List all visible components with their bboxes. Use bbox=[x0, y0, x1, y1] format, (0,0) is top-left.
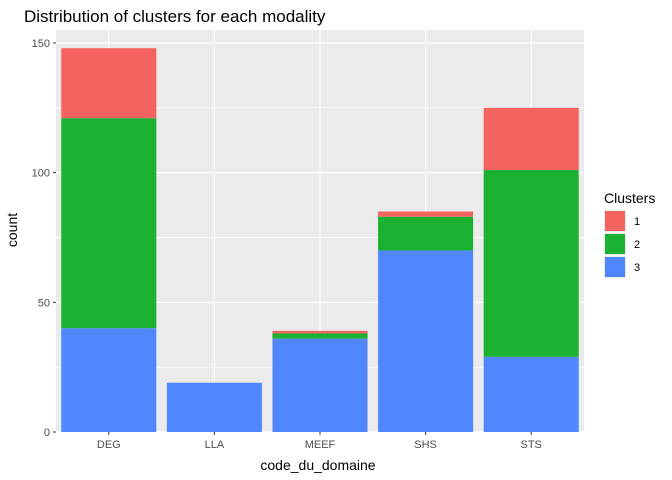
legend-label-2: 2 bbox=[634, 239, 640, 251]
x-tick-label: DEG bbox=[97, 439, 121, 451]
bar-deg-cluster-3 bbox=[61, 328, 157, 432]
legend-swatch-1 bbox=[605, 211, 625, 231]
legend-swatch-3 bbox=[605, 257, 625, 277]
bar-sts-cluster-2 bbox=[483, 170, 579, 357]
bar-shs-cluster-3 bbox=[378, 250, 474, 432]
bar-meef-cluster-1 bbox=[272, 330, 368, 334]
chart-title: Distribution of clusters for each modali… bbox=[24, 7, 326, 26]
legend-label-1: 1 bbox=[634, 216, 640, 228]
bar-deg-cluster-2 bbox=[61, 118, 157, 329]
bar-shs-cluster-1 bbox=[378, 211, 474, 217]
y-tick-label: 50 bbox=[38, 297, 50, 309]
legend-label-3: 3 bbox=[634, 262, 640, 274]
legend: Clusters 1 2 3 bbox=[604, 190, 655, 278]
legend-title: Clusters bbox=[604, 190, 655, 206]
x-tick-label: LLA bbox=[205, 439, 225, 451]
bar-sts-cluster-3 bbox=[483, 356, 579, 432]
y-tick-label: 0 bbox=[44, 427, 50, 439]
bar-shs-cluster-2 bbox=[378, 216, 474, 251]
y-axis-ticks: 0 50 100 150 bbox=[32, 38, 56, 439]
bar-meef-cluster-2 bbox=[272, 333, 368, 339]
x-tick-label: STS bbox=[520, 439, 541, 451]
bars bbox=[61, 48, 579, 432]
bar-sts-cluster-1 bbox=[483, 107, 579, 171]
x-tick-label: SHS bbox=[414, 439, 437, 451]
y-axis-title: count bbox=[4, 213, 20, 247]
bar-meef-cluster-3 bbox=[272, 338, 368, 432]
y-tick-label: 100 bbox=[32, 168, 50, 180]
y-tick-label: 150 bbox=[32, 38, 50, 50]
legend-swatch-2 bbox=[605, 234, 625, 254]
x-axis-title: code_du_domaine bbox=[260, 457, 375, 473]
bar-lla-cluster-3 bbox=[166, 382, 262, 432]
bar-deg-cluster-1 bbox=[61, 48, 157, 119]
x-tick-label: MEEF bbox=[305, 439, 336, 451]
x-axis-ticks: DEG LLA MEEF SHS STS bbox=[97, 432, 542, 451]
